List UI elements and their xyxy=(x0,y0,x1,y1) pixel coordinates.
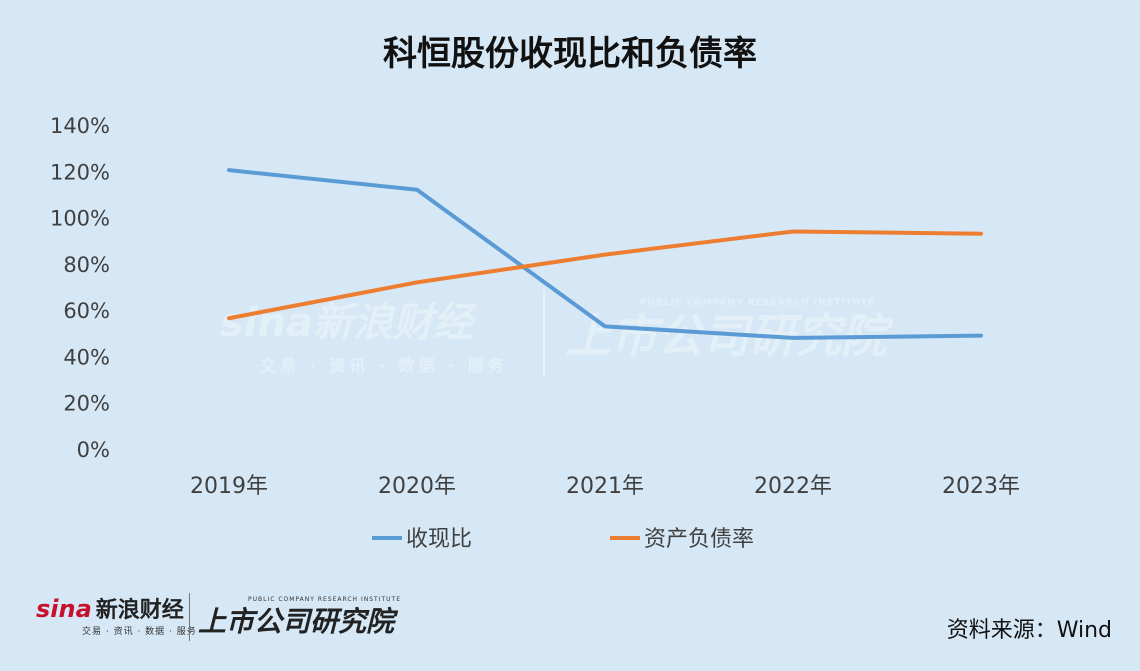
y-tick-label: 20% xyxy=(63,392,110,416)
x-axis: 2019年 2020年 2021年 2022年 2023年 xyxy=(190,474,1020,499)
institute-tagline: PUBLIC COMPANY RESEARCH INSTITUTE xyxy=(248,596,401,603)
data-source: 资料来源：Wind xyxy=(946,618,1112,643)
sina-finance-logo: sina 新浪财经 交易 · 资讯 · 数据 · 服务 xyxy=(36,592,196,637)
x-tick-label: 2019年 xyxy=(190,474,268,499)
y-axis: 0% 20% 40% 60% 80% 100% 120% 140% xyxy=(50,114,110,462)
x-tick-label: 2020年 xyxy=(378,474,456,499)
x-tick-label: 2021年 xyxy=(566,474,644,499)
watermark-sina-sub: 交易 · 资讯 · 数据 · 服务 xyxy=(260,356,508,375)
series-line-1 xyxy=(227,229,983,321)
y-tick-label: 100% xyxy=(50,207,110,231)
y-tick-label: 60% xyxy=(63,299,110,323)
series-lines xyxy=(227,168,983,340)
watermark-sina: sina新浪财经 xyxy=(220,300,473,346)
x-tick-label: 2023年 xyxy=(942,474,1020,499)
chart-title: 科恒股份收现比和负债率 xyxy=(383,34,757,74)
x-tick-label: 2022年 xyxy=(754,474,832,499)
y-tick-label: 140% xyxy=(50,114,110,138)
y-tick-label: 120% xyxy=(50,160,110,184)
watermark-divider xyxy=(543,290,545,376)
legend-label: 资产负债率 xyxy=(644,527,754,552)
y-tick-label: 80% xyxy=(63,253,110,277)
legend: 收现比 资产负债率 xyxy=(372,527,754,552)
sina-brand: sina xyxy=(36,595,92,623)
logo-divider xyxy=(189,593,190,641)
watermark-institute-sub: PUBLIC COMPANY RESEARCH INSTITUTE xyxy=(640,298,876,308)
institute-logo: 上市公司研究院 xyxy=(198,605,395,638)
sina-cn-name: 新浪财经 xyxy=(95,598,184,623)
y-tick-label: 0% xyxy=(77,438,110,462)
y-tick-label: 40% xyxy=(63,345,110,369)
legend-label: 收现比 xyxy=(406,527,472,552)
sina-tagline: 交易 · 资讯 · 数据 · 服务 xyxy=(82,627,197,637)
line-chart: 0% 20% 40% 60% 80% 100% 120% 140% 2019年 2020年 202… xyxy=(50,114,1020,552)
